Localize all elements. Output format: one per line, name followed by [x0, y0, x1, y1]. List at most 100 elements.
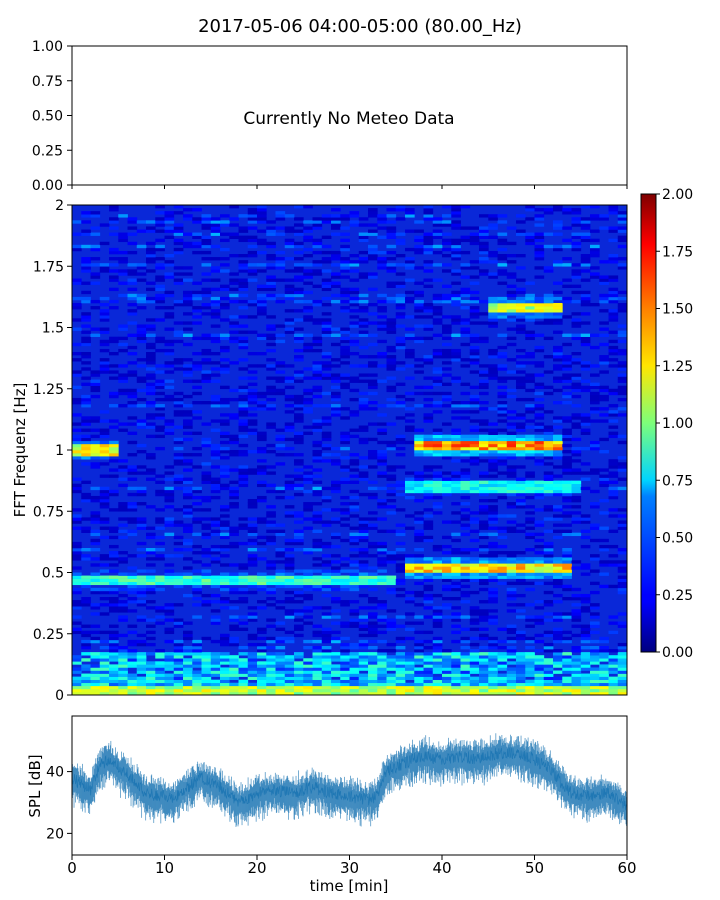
spectrogram-cell	[303, 290, 313, 295]
spectrogram-cell	[377, 306, 387, 310]
spectrogram-cell	[210, 658, 221, 662]
spectrogram-cell	[386, 250, 397, 255]
spectrogram-cell	[423, 214, 434, 218]
spectrogram-cell	[164, 499, 175, 503]
spectrogram-cell	[164, 652, 175, 656]
spectrogram-cell	[525, 520, 535, 524]
spectrogram-cell	[229, 624, 239, 628]
spectrogram-cell	[229, 544, 239, 549]
spectrogram-cell	[72, 401, 82, 405]
spectrogram-cell	[608, 465, 619, 469]
spectrogram-cell	[220, 434, 230, 439]
spectrogram-cell	[118, 655, 128, 659]
spectrogram-cell	[368, 624, 378, 628]
spectrogram-cell	[506, 293, 517, 298]
spectrogram-cell	[349, 223, 360, 227]
spectrogram-cell	[155, 520, 165, 524]
spectrogram-cell	[460, 330, 471, 334]
spectrogram-cell	[358, 581, 369, 586]
spectrogram-cell	[571, 413, 582, 417]
spectrogram-cell	[608, 388, 619, 393]
spectrogram-cell	[571, 489, 582, 494]
spectrogram-cell	[109, 667, 119, 671]
spectrogram-cell	[479, 422, 489, 426]
spectrogram-cell	[451, 379, 461, 383]
spectrogram-cell	[312, 664, 323, 668]
spectrogram-cell	[90, 676, 101, 680]
spectrogram-cell	[146, 584, 156, 589]
spectrogram-cell	[220, 655, 230, 659]
spectrogram-cell	[109, 649, 119, 653]
spectrogram-cell	[479, 557, 489, 561]
spectrogram-cell	[506, 456, 517, 460]
spectrogram-cell	[155, 606, 165, 610]
spectrogram-cell	[247, 636, 258, 641]
spectrogram-cell	[312, 299, 323, 304]
spectrogram-cell	[386, 422, 397, 426]
spectrogram-cell	[432, 667, 443, 671]
spectrogram-cell	[81, 263, 91, 267]
spectrogram-cell	[331, 655, 341, 659]
spectrogram-cell	[109, 492, 119, 497]
spectrogram-cell	[247, 431, 258, 435]
spectrogram-cell	[312, 514, 323, 518]
spectrogram-cell	[294, 370, 304, 374]
spectrogram-cell	[238, 667, 249, 671]
spectrogram-cell	[460, 593, 471, 598]
spectrogram-cell	[599, 477, 609, 481]
spectrogram-cell	[358, 260, 369, 264]
spectrogram-cell	[414, 281, 424, 285]
spectrogram-cell	[599, 548, 609, 552]
spectrogram-cell	[405, 348, 415, 353]
spectrogram-cell	[155, 649, 165, 653]
spectrogram-cell	[423, 303, 434, 307]
spectrogram-cell	[210, 266, 221, 270]
spectrogram-cell	[442, 373, 452, 377]
spectrogram-cell	[534, 275, 545, 279]
spectrogram-cell	[534, 373, 545, 377]
spectrogram-cell	[127, 676, 138, 680]
spectrogram-cell	[266, 597, 276, 601]
spectrogram-cell	[414, 511, 424, 515]
spectrogram-cell	[553, 446, 563, 451]
spectrogram-cell	[294, 232, 304, 236]
spectrogram-cell	[368, 673, 378, 677]
spectrogram-cell	[469, 655, 480, 659]
spectrogram-cell	[414, 471, 424, 475]
spectrogram-cell	[275, 578, 286, 582]
spectrogram-cell	[469, 572, 480, 576]
spectrogram-cell	[562, 667, 572, 671]
spectrogram-cell	[284, 437, 295, 442]
spectrogram-cell	[220, 600, 230, 604]
spectrogram-cell	[238, 474, 249, 478]
spectrogram-cell	[562, 428, 572, 432]
spectrogram-cell	[543, 554, 554, 558]
spectrogram-cell	[90, 499, 101, 503]
spectrogram-cell	[543, 336, 554, 341]
spectrogram-cell	[294, 275, 304, 279]
spectrogram-cell	[488, 474, 498, 478]
spectrogram-cell	[534, 676, 545, 680]
spectrogram-cell	[340, 658, 350, 662]
spectrogram-cell	[442, 685, 452, 690]
spectrogram-cell	[488, 511, 498, 515]
spectrogram-cell	[155, 682, 165, 687]
spectrogram-cell	[506, 327, 517, 331]
spectrogram-cell	[617, 309, 627, 313]
spectrogram-cell	[358, 333, 369, 337]
spectrogram-cell	[543, 434, 554, 439]
spectrogram-cell	[294, 514, 304, 518]
spectrogram-cell	[331, 691, 341, 695]
spectrogram-cell	[118, 257, 128, 261]
spectrogram-cell	[275, 257, 286, 261]
spectrogram-cell	[109, 364, 119, 368]
spectrogram-cell	[321, 214, 332, 218]
spectrogram-cell	[395, 416, 406, 420]
spectrogram-cell	[90, 603, 101, 607]
spectrogram-cell	[257, 214, 267, 218]
spectrogram-cell	[423, 309, 434, 313]
spectrogram-cell	[479, 655, 489, 659]
spectrogram-cell	[571, 618, 582, 622]
spectrogram-cell	[266, 450, 276, 454]
spectrogram-cell	[525, 388, 535, 393]
